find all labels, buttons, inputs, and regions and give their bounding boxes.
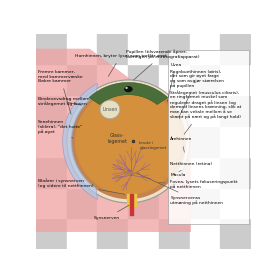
- Bar: [36, 64, 67, 95]
- Ellipse shape: [123, 172, 129, 174]
- Bar: [220, 64, 251, 95]
- Text: Strålegemet (musculus ciliaris),
en ringformet muskel som
regulerer draget på li: Strålegemet (musculus ciliaris), en ring…: [171, 90, 242, 134]
- Ellipse shape: [134, 172, 140, 174]
- Bar: [159, 34, 190, 64]
- Bar: [159, 157, 190, 188]
- Bar: [190, 218, 221, 249]
- Text: Hornhinnen, bryter lyset som treffer øyet: Hornhinnen, bryter lyset som treffer øye…: [74, 54, 166, 76]
- Text: Macula: Macula: [165, 173, 186, 178]
- Bar: [220, 157, 251, 188]
- Polygon shape: [89, 82, 168, 105]
- Text: Fovea, lysets fokuseringspunkt
på netthinnen: Fovea, lysets fokuseringspunkt på netthi…: [159, 180, 238, 189]
- Ellipse shape: [67, 80, 190, 203]
- Polygon shape: [36, 49, 191, 232]
- Ellipse shape: [125, 87, 128, 89]
- Text: Uvea: Uvea: [167, 63, 181, 102]
- Bar: [159, 64, 190, 95]
- Bar: [159, 188, 190, 218]
- Bar: [190, 64, 221, 95]
- Bar: [97, 126, 128, 157]
- Bar: [36, 126, 67, 157]
- Bar: [67, 188, 97, 218]
- Text: Bloårer i synsnerven
(og videre til netthinnen): Bloårer i synsnerven (og videre til nett…: [38, 179, 125, 194]
- Polygon shape: [63, 83, 97, 199]
- Bar: [190, 34, 221, 64]
- Bar: [67, 64, 97, 95]
- Bar: [67, 157, 97, 188]
- Bar: [220, 188, 251, 218]
- Bar: [67, 126, 97, 157]
- Text: Synsnerven: Synsnerven: [94, 205, 129, 220]
- Bar: [97, 95, 128, 126]
- Text: knute i
glasslegemet: knute i glasslegemet: [133, 141, 167, 150]
- Bar: [159, 95, 190, 126]
- Bar: [220, 95, 251, 126]
- Bar: [220, 126, 251, 157]
- Bar: [67, 95, 97, 126]
- Text: Regnbuethinnen (øiris),
det som gir øyet farge
og som avgjør størrelsen
på pupil: Regnbuethinnen (øiris), det som gir øyet…: [171, 70, 225, 117]
- Bar: [190, 126, 221, 157]
- Bar: [97, 188, 128, 218]
- Bar: [67, 218, 97, 249]
- Bar: [220, 218, 251, 249]
- Ellipse shape: [75, 88, 182, 195]
- Bar: [97, 218, 128, 249]
- Bar: [36, 34, 67, 64]
- Bar: [97, 34, 128, 64]
- Ellipse shape: [71, 84, 186, 199]
- Text: Bindevevsdrag mellom
strålegemet og linsen: Bindevevsdrag mellom strålegemet og lins…: [38, 97, 90, 106]
- Bar: [128, 218, 159, 249]
- Bar: [36, 188, 67, 218]
- Text: Fremre kammer,
med kammervæske
Bakre kammer: Fremre kammer, med kammervæske Bakre kam…: [38, 70, 83, 114]
- Text: Linsen: Linsen: [102, 107, 118, 112]
- Bar: [36, 218, 67, 249]
- Bar: [97, 157, 128, 188]
- Bar: [67, 34, 97, 64]
- Text: Glass-
legemet: Glass- legemet: [107, 133, 127, 144]
- Bar: [168, 50, 249, 224]
- Ellipse shape: [124, 86, 133, 92]
- Bar: [190, 95, 221, 126]
- Bar: [220, 34, 251, 64]
- Bar: [159, 126, 190, 157]
- Text: Netthinnen (retina): Netthinnen (retina): [171, 162, 213, 172]
- Bar: [190, 188, 221, 218]
- Bar: [128, 126, 159, 157]
- Text: Synsnervenss
utmøning på netthinnen: Synsnervenss utmøning på netthinnen: [137, 173, 223, 205]
- Ellipse shape: [100, 100, 120, 119]
- Bar: [128, 95, 159, 126]
- Bar: [190, 157, 221, 188]
- Bar: [128, 34, 159, 64]
- Bar: [128, 64, 159, 95]
- Bar: [128, 157, 159, 188]
- Bar: [97, 64, 128, 95]
- Text: Senehinnen
(sklera), "det hvite"
på øyet: Senehinnen (sklera), "det hvite" på øyet: [38, 120, 82, 138]
- Text: Årehinnen: Årehinnen: [171, 137, 193, 152]
- Text: Pupillen (tilsvarende åpner-
lukringen på et fotografiapparat): Pupillen (tilsvarende åpner- lukringen p…: [126, 49, 200, 80]
- Bar: [36, 95, 67, 126]
- Bar: [128, 188, 159, 218]
- Bar: [159, 218, 190, 249]
- Bar: [36, 157, 67, 188]
- Ellipse shape: [129, 172, 134, 174]
